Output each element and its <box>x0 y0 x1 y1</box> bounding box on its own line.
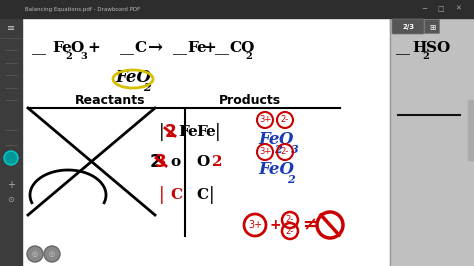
Text: FeO: FeO <box>115 69 151 86</box>
Text: __: __ <box>32 41 46 55</box>
Text: __: __ <box>215 41 229 55</box>
Text: 2: 2 <box>245 52 252 61</box>
FancyBboxPatch shape <box>425 19 439 34</box>
Text: CO: CO <box>229 41 255 55</box>
Text: FeO: FeO <box>258 161 294 178</box>
Text: 2: 2 <box>164 123 176 141</box>
Text: Products: Products <box>219 94 281 106</box>
Circle shape <box>27 246 43 262</box>
Bar <box>390 18 474 266</box>
Text: 3: 3 <box>80 52 87 61</box>
Text: 3: 3 <box>291 144 299 155</box>
Text: 3+: 3+ <box>259 148 271 156</box>
Text: +: + <box>87 41 100 55</box>
Text: 2-: 2- <box>281 115 289 124</box>
Text: ◎: ◎ <box>32 251 38 257</box>
Text: 2: 2 <box>287 174 295 185</box>
Text: 2: 2 <box>212 155 222 169</box>
Text: Fe: Fe <box>178 125 198 139</box>
Text: C: C <box>170 188 182 202</box>
Bar <box>468 100 474 160</box>
Text: ⊞: ⊞ <box>429 23 435 31</box>
Text: __: __ <box>120 41 134 55</box>
Text: C: C <box>196 188 208 202</box>
Text: ⊙: ⊙ <box>8 196 15 205</box>
Text: |: | <box>159 186 165 204</box>
Text: O: O <box>279 131 293 148</box>
Text: |: | <box>159 123 165 141</box>
Text: ◎: ◎ <box>49 251 55 257</box>
Text: Fe: Fe <box>196 125 216 139</box>
Text: ✕: ✕ <box>455 6 461 12</box>
Text: o: o <box>170 155 180 169</box>
Circle shape <box>4 151 18 165</box>
Text: Reactants: Reactants <box>75 94 145 106</box>
Text: 2-: 2- <box>281 148 289 156</box>
Text: __: __ <box>396 41 410 55</box>
Text: Balancing Equations.pdf - Drawboard PDF: Balancing Equations.pdf - Drawboard PDF <box>25 6 140 11</box>
Text: Fe: Fe <box>52 41 72 55</box>
Text: +: + <box>7 180 15 190</box>
Bar <box>0 18 22 266</box>
Bar <box>22 18 390 266</box>
Text: 3+: 3+ <box>248 220 262 230</box>
Text: ≠: ≠ <box>302 216 318 234</box>
Text: 2: 2 <box>150 153 162 171</box>
Text: ≡: ≡ <box>7 23 15 33</box>
Text: 2: 2 <box>422 52 429 61</box>
Text: □: □ <box>438 6 444 12</box>
Text: 2/3: 2/3 <box>403 24 415 30</box>
Text: 2: 2 <box>274 144 282 155</box>
Text: |: | <box>209 186 215 204</box>
FancyBboxPatch shape <box>392 19 424 34</box>
Text: 2-: 2- <box>286 215 294 225</box>
Text: +: + <box>269 218 281 232</box>
Text: 3+: 3+ <box>259 115 271 124</box>
Text: O: O <box>196 155 209 169</box>
Text: 2: 2 <box>143 82 151 93</box>
Text: H: H <box>412 41 427 55</box>
Text: __: __ <box>173 41 187 55</box>
Text: |: | <box>215 123 221 141</box>
Text: 2: 2 <box>65 52 72 61</box>
Text: →: → <box>148 39 163 57</box>
Text: O: O <box>70 41 83 55</box>
Bar <box>0 0 474 18</box>
Text: C: C <box>134 41 146 55</box>
Text: SO: SO <box>426 41 450 55</box>
Text: Fe: Fe <box>187 41 207 55</box>
Text: 2-: 2- <box>286 227 294 235</box>
Text: +: + <box>203 41 216 55</box>
Text: 3: 3 <box>155 153 167 171</box>
Text: Fe: Fe <box>258 131 280 148</box>
Text: ─: ─ <box>422 6 426 12</box>
Circle shape <box>44 246 60 262</box>
